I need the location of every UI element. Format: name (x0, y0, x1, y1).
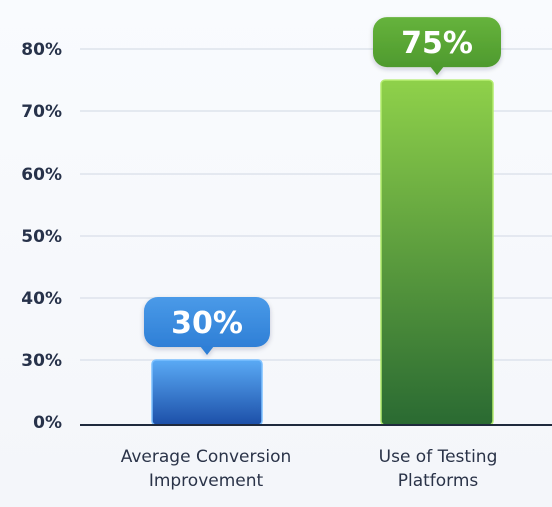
y-tick-label: 60% (21, 165, 62, 185)
y-tick-label: 80% (21, 40, 62, 60)
data-label: 30% (144, 297, 270, 355)
x-category-label: Use of Testing Platforms (379, 447, 498, 491)
y-tick-label: 30% (21, 351, 62, 371)
data-label-text: 75% (401, 26, 473, 61)
data-label-pointer (430, 66, 444, 76)
y-tick-label: 70% (21, 102, 62, 122)
data-labels: 30% 75% (144, 17, 501, 355)
data-label: 75% (373, 17, 501, 76)
data-label-bubble (373, 17, 501, 68)
bar (380, 79, 494, 426)
data-label-bubble (144, 297, 270, 347)
x-axis-labels: Average Conversion Improvement Use of Test… (121, 447, 498, 491)
data-label-text: 30% (171, 306, 243, 341)
data-label-pointer (200, 346, 214, 355)
y-tick-label: 40% (21, 289, 62, 309)
bar (151, 359, 263, 426)
y-tick-label: 0% (33, 413, 62, 433)
y-tick-label: 50% (21, 227, 62, 247)
y-axis-ticks: 0% 30% 40% 50% 60% 70% 80% (21, 40, 62, 433)
bars (151, 79, 494, 426)
x-category-label: Average Conversion Improvement (121, 447, 292, 491)
